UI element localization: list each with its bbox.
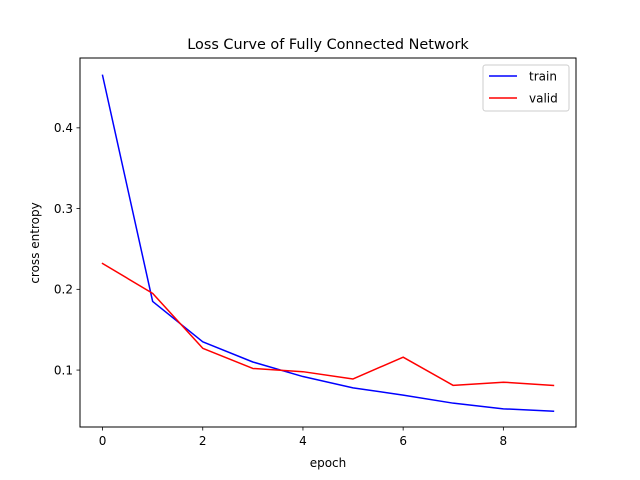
ticks-layer: 0 2 4 6 8 0.1 0.2 0.3 0.4 — [54, 121, 507, 448]
chart-title: Loss Curve of Fully Connected Network — [187, 37, 469, 53]
y-tick-label: 0.3 — [54, 202, 73, 216]
series-line-valid — [101, 262, 555, 387]
x-tick-label: 6 — [399, 434, 407, 448]
y-tick-label: 0.2 — [54, 283, 73, 297]
y-axis-label: cross entropy — [28, 202, 42, 283]
series-line-train — [101, 74, 555, 413]
x-tick-label: 4 — [299, 434, 307, 448]
x-tick-label: 0 — [99, 434, 107, 448]
y-tick-label: 0.1 — [54, 363, 73, 377]
x-tick-label: 2 — [199, 434, 207, 448]
axes-frame — [79, 57, 577, 428]
x-tick-label: 8 — [500, 434, 508, 448]
legend: train valid — [482, 64, 570, 112]
legend-label-valid: valid — [529, 91, 558, 105]
x-axis-label: epoch — [310, 456, 347, 470]
y-tick-label: 0.4 — [54, 121, 73, 135]
legend-label-train: train — [529, 69, 557, 83]
series-layer — [101, 74, 555, 413]
